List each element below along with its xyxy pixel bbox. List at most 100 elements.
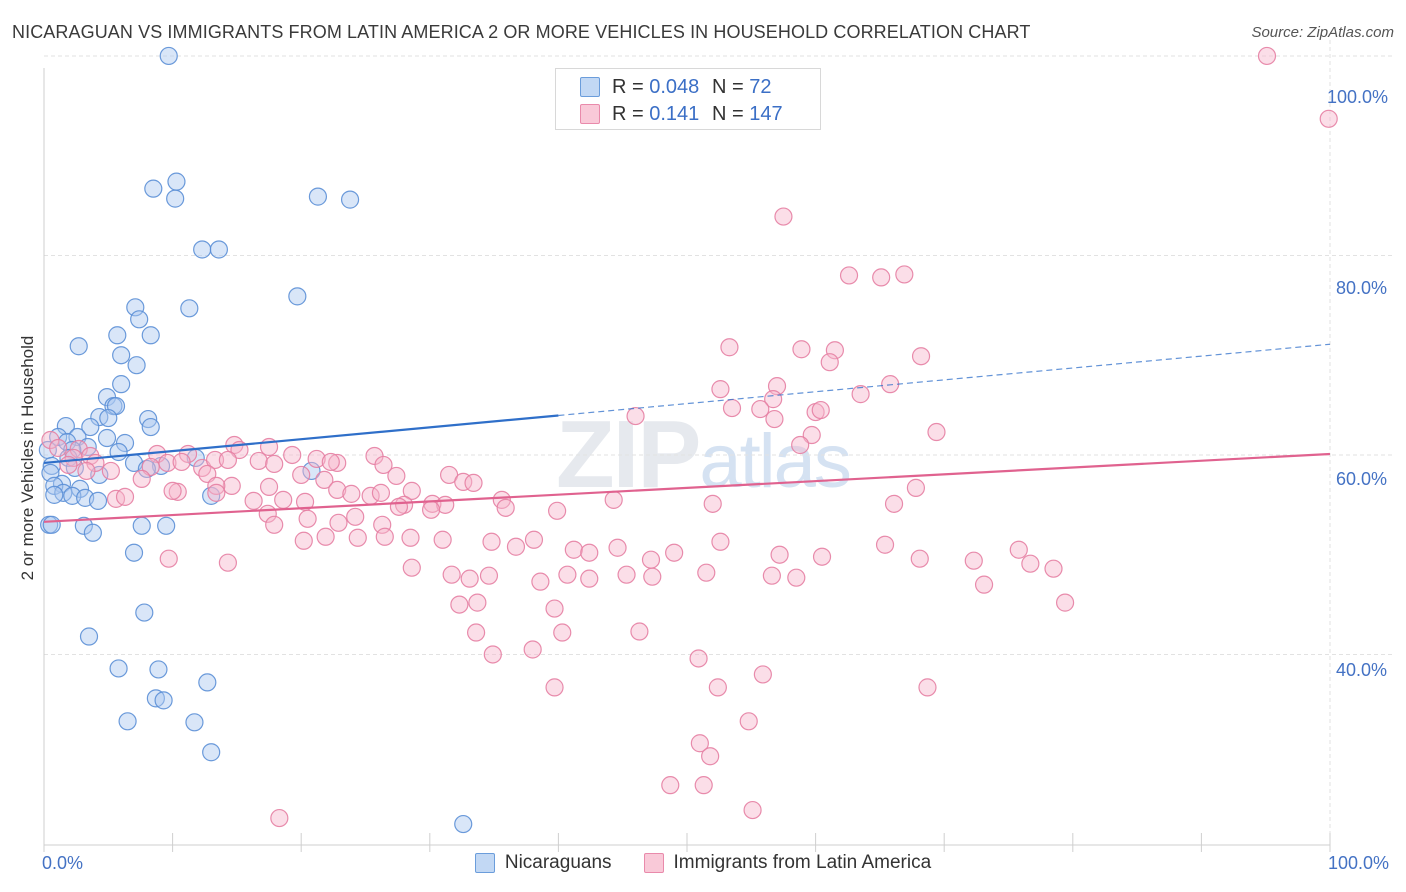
point-nicaraguans [154, 691, 173, 710]
point-immigrants [274, 490, 293, 509]
point-nicaraguans [69, 337, 88, 356]
legend-n-label: N = [712, 75, 750, 98]
point-nicaraguans [108, 326, 127, 345]
point-immigrants [694, 776, 713, 795]
point-nicaraguans [302, 461, 321, 481]
point-immigrants [468, 593, 487, 612]
point-immigrants [703, 494, 722, 513]
point-immigrants [328, 453, 347, 473]
point-immigrants [906, 478, 926, 497]
point-immigrants [762, 566, 781, 585]
point-immigrants [374, 455, 393, 475]
point-immigrants [77, 461, 96, 481]
point-immigrants [545, 678, 564, 697]
point-immigrants [1257, 46, 1277, 66]
point-nicaraguans [130, 310, 149, 329]
legend-swatch-pink [580, 104, 600, 124]
point-immigrants [580, 543, 599, 562]
point-immigrants [375, 527, 394, 546]
point-immigrants [59, 455, 78, 475]
point-immigrants [466, 623, 486, 642]
series-nicaraguans [38, 46, 473, 834]
point-immigrants [895, 265, 914, 284]
point-immigrants [872, 268, 891, 287]
trend-line-nicaraguans [43, 414, 559, 465]
point-immigrants [548, 501, 567, 520]
stats-legend: R = 0.048 N = 72 R = 0.141 N = 147 [555, 68, 821, 130]
point-nicaraguans [141, 417, 160, 437]
point-immigrants [643, 567, 662, 586]
point-immigrants [1055, 593, 1075, 612]
legend-item-nicaraguans: Nicaraguans [474, 852, 612, 874]
point-immigrants [218, 553, 237, 572]
point-immigrants [315, 470, 334, 490]
point-immigrants [787, 568, 806, 587]
point-immigrants [163, 481, 182, 500]
trend-lines [43, 343, 1331, 523]
trend-line-nicaraguans-dashed [558, 343, 1331, 417]
point-immigrants [222, 476, 241, 495]
point-immigrants [608, 538, 627, 557]
point-nicaraguans [198, 673, 217, 692]
point-immigrants [626, 406, 645, 426]
point-immigrants [421, 500, 441, 519]
point-immigrants [617, 565, 636, 584]
point-nicaraguans [132, 516, 151, 535]
point-immigrants [911, 347, 931, 366]
point-immigrants [49, 438, 68, 458]
point-immigrants [346, 507, 365, 526]
point-immigrants [927, 422, 946, 442]
point-nicaraguans [202, 486, 221, 505]
point-immigrants [270, 808, 289, 828]
point-immigrants [884, 494, 904, 513]
point-nicaraguans [308, 187, 328, 206]
point-immigrants [774, 207, 793, 226]
point-immigrants [496, 498, 515, 517]
point-nicaraguans [42, 515, 61, 534]
point-immigrants [875, 535, 895, 554]
point-immigrants [218, 450, 237, 470]
point-immigrants [792, 340, 811, 359]
point-immigrants [115, 487, 135, 506]
point-immigrants [460, 569, 479, 588]
point-immigrants [265, 454, 284, 474]
point-nicaraguans [88, 491, 108, 510]
point-immigrants [580, 569, 599, 588]
point-immigrants [244, 491, 263, 510]
point-nicaraguans [115, 433, 135, 453]
point-nicaraguans [288, 287, 307, 306]
point-nicaraguans [144, 179, 163, 198]
legend-r-label: R = [612, 102, 650, 125]
point-immigrants [791, 435, 810, 455]
point-immigrants [751, 399, 770, 419]
trend-line-immigrants [43, 452, 1331, 523]
point-nicaraguans [109, 659, 128, 678]
legend-label-nicaraguans: Nicaraguans [504, 852, 612, 873]
point-immigrants [283, 445, 302, 465]
y-tick-100: 100.0% [1327, 87, 1389, 107]
point-nicaraguans [340, 190, 360, 209]
point-immigrants [690, 734, 709, 753]
point-immigrants [701, 747, 720, 766]
point-nicaraguans [157, 516, 176, 535]
point-nicaraguans [454, 814, 473, 834]
point-immigrants [964, 551, 983, 570]
point-immigrants [207, 476, 226, 495]
point-nicaraguans [166, 189, 185, 208]
point-immigrants [722, 398, 742, 418]
point-immigrants [329, 513, 348, 532]
point-immigrants [820, 353, 839, 372]
point-nicaraguans [193, 240, 212, 259]
point-immigrants [689, 649, 708, 668]
legend-swatch-pink [643, 853, 664, 873]
point-immigrants [205, 450, 225, 470]
point-immigrants [851, 385, 870, 404]
point-immigrants [298, 509, 317, 528]
point-immigrants [132, 469, 151, 489]
source-label: Source: ZipAtlas.com [1251, 24, 1394, 41]
point-immigrants [506, 537, 526, 556]
point-immigrants [342, 484, 361, 503]
y-tick-80: 80.0% [1336, 278, 1388, 298]
legend-row-nicaraguans: R = 0.048 N = 72 [580, 76, 772, 98]
